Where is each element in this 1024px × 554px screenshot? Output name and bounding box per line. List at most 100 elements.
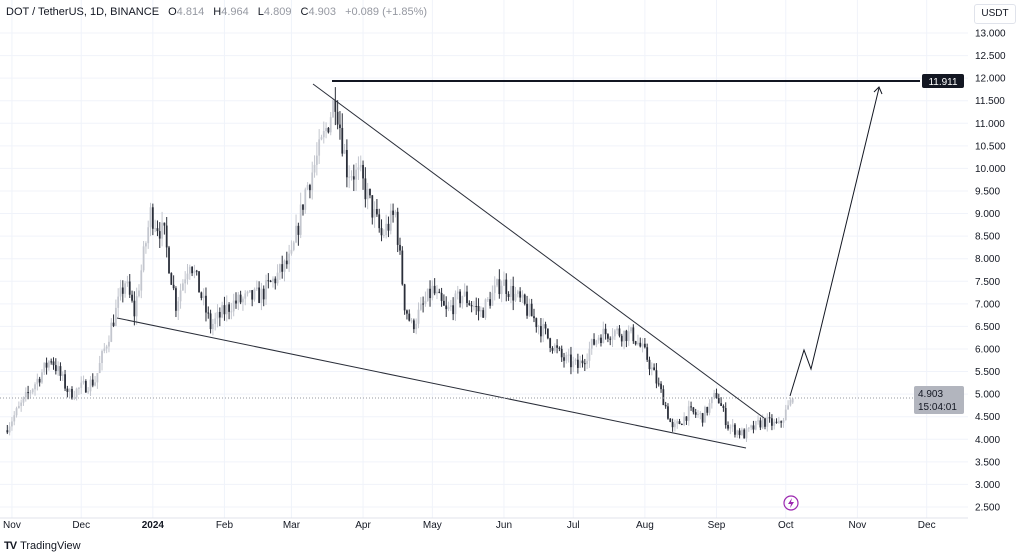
price-tick-label: 11.000 <box>975 119 1005 130</box>
price-tick-label: 3.500 <box>975 457 1000 468</box>
candle-body <box>373 209 376 218</box>
candle-body <box>417 309 420 324</box>
candle-body <box>604 328 607 335</box>
candle-body <box>736 430 739 435</box>
candle-body <box>276 272 279 284</box>
candle-body <box>202 295 205 298</box>
candle-body <box>523 294 526 304</box>
candle-body <box>708 403 711 413</box>
candle-body <box>784 409 787 421</box>
candle-body <box>80 382 83 388</box>
candle-body <box>484 299 487 318</box>
candle-body <box>112 322 115 326</box>
candle-body <box>6 430 9 433</box>
candle-body <box>752 425 755 430</box>
candle-body <box>195 270 198 272</box>
candle-body <box>357 167 360 170</box>
candle-body <box>188 266 191 274</box>
candle-body <box>61 374 64 376</box>
change-value: +0.089 (+1.85%) <box>345 6 428 18</box>
candle-body <box>646 347 649 360</box>
candle-body <box>738 430 741 436</box>
candle-body <box>281 264 284 272</box>
candle-body <box>154 228 157 230</box>
candle-body <box>78 387 80 389</box>
candle-body <box>218 311 221 318</box>
candle-body <box>66 388 69 392</box>
candle-body <box>697 414 699 416</box>
candle-body <box>412 320 415 330</box>
candle-body <box>537 326 540 328</box>
candle-body <box>613 330 616 337</box>
wedge-upper-trendline[interactable] <box>312 83 765 419</box>
time-tick-label: Jun <box>496 520 512 531</box>
candle-body <box>456 291 459 294</box>
tradingview-brand[interactable]: TV TradingView <box>4 540 81 552</box>
candle-body <box>315 155 318 165</box>
price-axis[interactable]: 13.000 12.500 12.000 11.500 11.000 10.500 10.0… <box>975 29 1006 514</box>
candle-body <box>463 291 466 297</box>
candle-body <box>482 310 485 318</box>
candle-body <box>43 362 46 373</box>
currency-button[interactable]: USDT <box>974 4 1016 24</box>
candle-body <box>632 327 635 342</box>
candle-body <box>27 392 29 394</box>
lightning-event-icon[interactable] <box>783 495 799 511</box>
candle-body <box>791 398 794 403</box>
candle-body <box>643 343 646 348</box>
candle-body <box>59 366 62 376</box>
candle-body <box>611 336 614 340</box>
candle-body <box>727 425 729 429</box>
candle-body <box>110 322 113 342</box>
candle-body <box>207 312 210 314</box>
candle-body <box>244 293 247 299</box>
time-tick-label: Sep <box>708 520 726 531</box>
symbol-title[interactable]: DOT / TetherUS, 1D, BINANCE <box>6 6 160 18</box>
projection-path[interactable] <box>789 87 880 397</box>
time-tick-label: Dec <box>72 520 90 531</box>
candle-body <box>327 127 330 133</box>
candle-body <box>89 379 92 392</box>
candle-body <box>311 172 314 191</box>
candle-body <box>731 424 734 427</box>
price-tick-label: 2.500 <box>975 502 1000 513</box>
candle-body <box>489 299 491 306</box>
candle-body <box>212 323 214 330</box>
candle-body <box>290 249 293 254</box>
candle-body <box>715 392 718 399</box>
last-price-badge <box>914 386 964 414</box>
candle-body <box>299 204 302 235</box>
candle-body <box>13 415 16 422</box>
candle-body <box>419 303 422 310</box>
candle-body <box>558 347 561 349</box>
candle-body <box>443 300 445 306</box>
candle-body <box>34 384 36 390</box>
candle-body <box>133 300 136 317</box>
candle-body <box>761 418 764 428</box>
candle-body <box>378 214 381 229</box>
candle-body <box>385 223 388 236</box>
candle-body <box>248 290 251 292</box>
candle-body <box>161 222 163 239</box>
candle-body <box>101 351 103 364</box>
candle-body <box>680 423 683 425</box>
candle-body <box>181 283 184 291</box>
candle-body <box>586 360 589 364</box>
wedge-lower-trendline[interactable] <box>116 317 747 449</box>
candle-body <box>459 291 461 304</box>
candle-body <box>232 300 235 312</box>
time-tick-label: Aug <box>636 520 654 531</box>
candle-body <box>172 284 175 289</box>
candle-body <box>131 294 133 301</box>
candle-body <box>676 421 679 424</box>
arrow-head-icon <box>873 86 883 95</box>
price-tick-label: 9.000 <box>975 209 1000 220</box>
high-value: 4.964 <box>221 6 249 18</box>
candle-body <box>306 185 309 190</box>
candle-body <box>724 408 727 426</box>
candle-body <box>366 188 369 200</box>
candle-body <box>597 337 600 341</box>
time-axis[interactable]: Nov Dec 2024 Feb Mar Apr May Jun Jul Aug Sep Oct Nov… <box>3 520 936 531</box>
time-tick-label: Jul <box>567 520 580 531</box>
